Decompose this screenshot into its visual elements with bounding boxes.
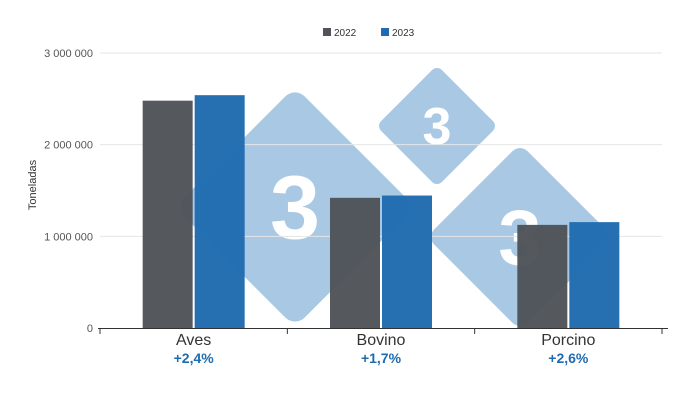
bar-aves-2022 [142, 100, 193, 329]
category-label: Bovino [357, 332, 406, 349]
grid-lines: 0 1 000 000 2 000 000 3 000 000 [44, 48, 662, 335]
watermark-digit: 3 [423, 98, 452, 156]
legend: 2022 2023 [323, 28, 415, 39]
growth-label: +1,7% [361, 350, 402, 366]
category-label: Porcino [541, 332, 595, 349]
bar-aves-2023 [194, 95, 245, 329]
bar-porcino-2022 [517, 224, 568, 328]
axes [98, 328, 668, 334]
y-tick-label: 3 000 000 [44, 48, 93, 60]
bar-porcino-2023 [569, 222, 620, 328]
growth-label: +2,4% [174, 350, 215, 366]
category-label: Aves [176, 332, 211, 349]
watermark-digit: 3 [270, 159, 320, 259]
legend-label: 2023 [392, 28, 415, 39]
y-tick-label: 0 [87, 323, 93, 335]
bars: Aves+2,4% Bovino+1,7% Porcino+2,6% [142, 95, 620, 366]
y-axis-label: Toneladas [27, 159, 39, 210]
bar-bovino-2023 [382, 195, 432, 328]
growth-label: +2,6% [548, 350, 589, 366]
y-tick-label: 2 000 000 [44, 140, 93, 152]
bar-bovino-2022 [330, 197, 380, 328]
legend-swatch-2023 [381, 28, 389, 36]
watermark-diamond [379, 68, 495, 184]
legend-swatch-2022 [323, 28, 331, 36]
y-tick-label: 1 000 000 [44, 231, 93, 243]
legend-label: 2022 [334, 28, 357, 39]
